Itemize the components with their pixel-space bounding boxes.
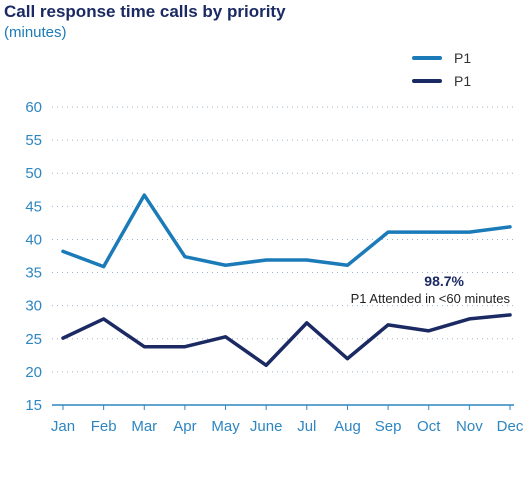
series-line-1 — [61, 193, 512, 269]
x-tick-label: May — [211, 418, 240, 435]
x-tick-label: Dec — [497, 418, 524, 435]
x-tick-label: Feb — [91, 418, 117, 435]
y-axis-ticks: 15 20 25 30 35 40 45 50 55 60 — [25, 99, 42, 414]
y-tick-label: 30 — [25, 298, 42, 315]
x-tick-label: Sep — [375, 418, 402, 435]
y-tick-label: 55 — [25, 132, 42, 149]
annotation-text: P1 Attended in <60 minutes — [351, 291, 511, 306]
chart-title: Call response time calls by priority — [4, 2, 286, 21]
x-tick-label: Jul — [297, 418, 316, 435]
x-tick-label: June — [250, 418, 283, 435]
y-tick-label: 15 — [25, 397, 42, 414]
legend-label: P1 — [454, 73, 471, 89]
x-tick-label: Jan — [51, 418, 75, 435]
y-tick-label: 35 — [25, 265, 42, 282]
y-tick-label: 20 — [25, 364, 42, 381]
x-tick-label: Nov — [456, 418, 483, 435]
x-tick-label: Apr — [173, 418, 196, 435]
y-tick-label: 50 — [25, 165, 42, 182]
y-tick-label: 45 — [25, 198, 42, 215]
chart-subtitle: (minutes) — [4, 24, 67, 41]
x-tick-label: Mar — [131, 418, 157, 435]
series-lines — [61, 193, 512, 368]
gridlines — [52, 106, 514, 373]
y-tick-label: 60 — [25, 99, 42, 116]
y-tick-label: 25 — [25, 331, 42, 348]
x-tick-label: Oct — [417, 418, 441, 435]
y-tick-label: 40 — [25, 231, 42, 248]
annotation-value: 98.7% — [424, 273, 464, 289]
legend-label: P1 — [454, 50, 471, 66]
x-axis: Jan Feb Mar Apr May June Jul Aug Sep Oct Nov Dec — [51, 404, 524, 435]
series-line-2 — [61, 313, 512, 368]
x-tick-label: Aug — [334, 418, 361, 435]
